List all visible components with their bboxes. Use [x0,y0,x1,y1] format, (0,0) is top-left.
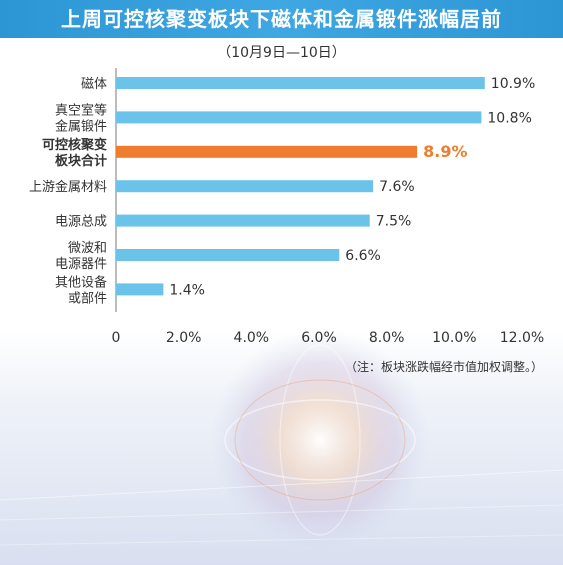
bar-0 [116,77,485,89]
value-label-0: 10.9% [491,76,535,92]
value-label-4: 7.5% [376,214,412,230]
x-tick-label-2: 4.0% [234,330,270,346]
category-label-5-1: 电源器件 [55,257,107,272]
category-label-0-0: 磁体 [81,77,107,92]
bar-3 [116,180,374,193]
chart-title: 上周可控核聚变板块下磁体和金属锻件涨幅居前 [61,7,502,31]
chart-subtitle: （10月9日—10日） [217,45,346,61]
x-tick-label-1: 2.0% [166,330,202,346]
category-label-3-0: 上游金属材料 [29,179,107,195]
value-label-5: 6.6% [345,248,381,264]
title-banner [0,0,563,38]
x-tick-label-4: 8.0% [369,330,405,346]
bar-6 [116,283,164,296]
bar-5 [116,249,340,261]
value-label-2: 8.9% [423,142,467,161]
category-label-6-0: 其他设备 [55,274,107,290]
value-label-3: 7.6% [379,179,415,195]
x-tick-label-3: 6.0% [301,330,337,346]
category-label-4-0: 电源总成 [55,215,107,230]
bar-4 [116,214,370,227]
category-label-1-0: 真空室等 [55,102,107,118]
value-label-1: 10.8% [487,110,531,126]
category-label-2-1: 板块合计 [55,153,107,169]
x-tick-label-5: 10.0% [432,330,476,346]
category-label-1-1: 金属锻件 [55,118,107,134]
category-label-5-0: 微波和 [68,241,107,256]
bar-1 [116,111,482,124]
value-label-6: 1.4% [169,282,205,298]
x-tick-label-0: 0 [112,330,121,346]
x-tick-label-6: 12.0% [500,330,544,346]
category-label-6-1: 或部件 [68,291,107,306]
bar-2 [116,145,418,158]
chart-note: （注：板块涨跌幅经市值加权调整。） [344,360,543,374]
category-label-2-0: 可控核聚变 [42,137,107,153]
